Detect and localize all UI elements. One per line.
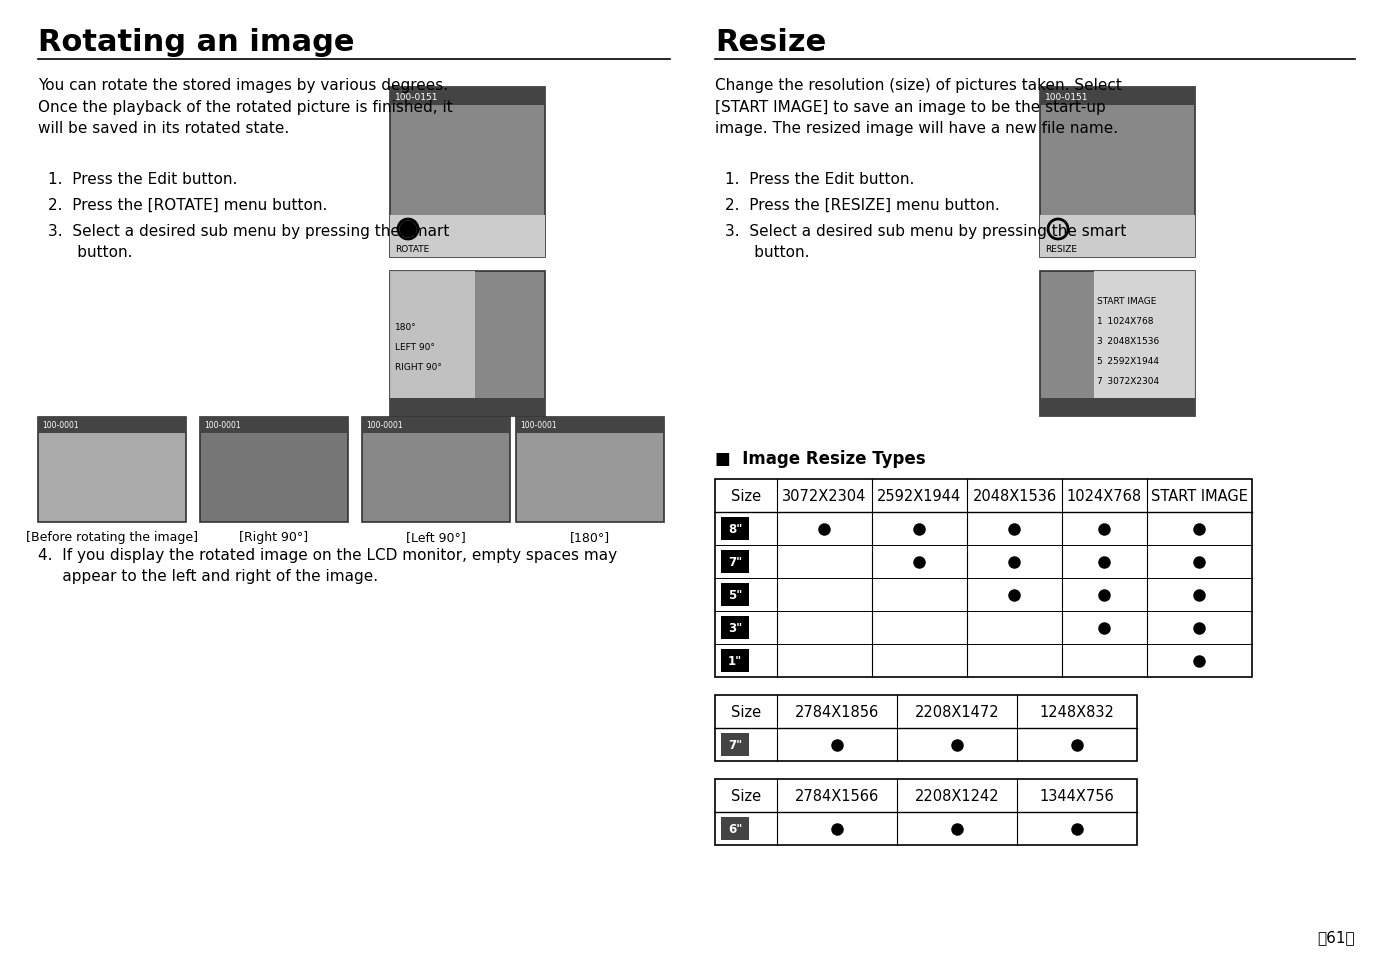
Text: ■  Image Resize Types: ■ Image Resize Types [715, 450, 925, 468]
Text: 2.  Press the [RESIZE] menu button.: 2. Press the [RESIZE] menu button. [725, 198, 1000, 213]
Text: 8": 8" [728, 522, 742, 536]
Text: 7": 7" [728, 739, 742, 751]
Bar [721, 617, 749, 639]
Bar [39, 417, 186, 434]
Text: 1248X832: 1248X832 [1040, 704, 1114, 720]
Bar [721, 733, 749, 757]
Text: LEFT 90°: LEFT 90° [395, 342, 435, 351]
Text: Rotating an image: Rotating an image [39, 28, 355, 57]
Bar [516, 417, 664, 434]
Text: 1.  Press the Edit button.: 1. Press the Edit button. [48, 172, 238, 187]
Text: 6": 6" [728, 822, 742, 835]
Bar [715, 780, 1137, 845]
Text: 3.  Select a desired sub menu by pressing the smart
      button.: 3. Select a desired sub menu by pressing… [725, 224, 1127, 260]
Bar [389, 272, 545, 416]
Bar [1040, 272, 1195, 416]
Bar [200, 417, 348, 522]
Bar [721, 817, 749, 841]
Bar [362, 417, 510, 434]
Text: 〈61〉: 〈61〉 [1317, 929, 1355, 944]
Text: 2208X1472: 2208X1472 [914, 704, 1000, 720]
Text: 100-0001: 100-0001 [204, 421, 240, 430]
Bar [389, 88, 545, 106]
Text: 100-0001: 100-0001 [41, 421, 79, 430]
Text: Size: Size [731, 489, 761, 503]
Text: 1": 1" [728, 655, 742, 667]
Circle shape [400, 222, 416, 237]
Bar [715, 696, 1137, 761]
Text: START IMAGE: START IMAGE [1098, 297, 1157, 306]
Text: 2.  Press the [ROTATE] menu button.: 2. Press the [ROTATE] menu button. [48, 198, 327, 213]
Bar [389, 215, 545, 257]
Text: 100-0001: 100-0001 [366, 421, 403, 430]
Text: 100-0151: 100-0151 [1045, 92, 1088, 101]
Text: 2208X1242: 2208X1242 [914, 788, 1000, 803]
Text: Size: Size [731, 704, 761, 720]
Text: 5": 5" [728, 588, 742, 601]
Bar [715, 479, 1253, 678]
Bar [39, 417, 186, 522]
Text: 2592X1944: 2592X1944 [877, 489, 961, 503]
Text: 1344X756: 1344X756 [1040, 788, 1114, 803]
Text: Resize: Resize [715, 28, 826, 57]
Bar [1040, 215, 1195, 257]
Text: [180°]: [180°] [570, 531, 610, 543]
Bar [362, 417, 510, 522]
Bar [389, 272, 475, 398]
Bar [389, 88, 545, 257]
Text: 7  3072X2304: 7 3072X2304 [1098, 377, 1160, 386]
Bar [721, 551, 749, 574]
Text: 5  2592X1944: 5 2592X1944 [1098, 357, 1160, 366]
Bar [1040, 88, 1195, 106]
Bar [721, 583, 749, 606]
Text: 4.  If you display the rotated image on the LCD monitor, empty spaces may
     a: 4. If you display the rotated image on t… [39, 547, 617, 583]
Text: 1  1024X768: 1 1024X768 [1098, 317, 1155, 326]
Text: 100-0001: 100-0001 [521, 421, 557, 430]
Text: 2784X1566: 2784X1566 [795, 788, 880, 803]
Text: [Before rotating the image]: [Before rotating the image] [26, 531, 197, 543]
Text: 2784X1856: 2784X1856 [795, 704, 880, 720]
Bar [721, 517, 749, 540]
Text: 1024X768: 1024X768 [1068, 489, 1142, 503]
Text: You can rotate the stored images by various degrees.
Once the playback of the ro: You can rotate the stored images by vari… [39, 78, 453, 136]
Text: 1.  Press the Edit button.: 1. Press the Edit button. [725, 172, 914, 187]
Bar [516, 417, 664, 522]
Text: 3.  Select a desired sub menu by pressing the smart
      button.: 3. Select a desired sub menu by pressing… [48, 224, 449, 260]
Text: RIGHT 90°: RIGHT 90° [395, 362, 442, 371]
Text: Change the resolution (size) of pictures taken. Select
[START IMAGE] to save an : Change the resolution (size) of pictures… [715, 78, 1121, 136]
Bar [721, 649, 749, 672]
Bar [1094, 272, 1195, 398]
Text: ROTATE: ROTATE [395, 245, 429, 254]
Bar [389, 398, 545, 416]
Text: 3  2048X1536: 3 2048X1536 [1098, 337, 1160, 346]
Text: [Right 90°]: [Right 90°] [239, 531, 308, 543]
Text: 180°: 180° [395, 322, 417, 331]
Text: Size: Size [731, 788, 761, 803]
Text: 100-0151: 100-0151 [395, 92, 439, 101]
Text: [Left 90°]: [Left 90°] [406, 531, 465, 543]
Bar [200, 417, 348, 434]
Text: START IMAGE: START IMAGE [1150, 489, 1248, 503]
Bar [1040, 398, 1195, 416]
Text: 2048X1536: 2048X1536 [972, 489, 1056, 503]
Text: 3": 3" [728, 621, 742, 635]
Text: 7": 7" [728, 556, 742, 568]
Bar [1040, 88, 1195, 257]
Text: 3072X2304: 3072X2304 [782, 489, 867, 503]
Text: RESIZE: RESIZE [1045, 245, 1077, 254]
